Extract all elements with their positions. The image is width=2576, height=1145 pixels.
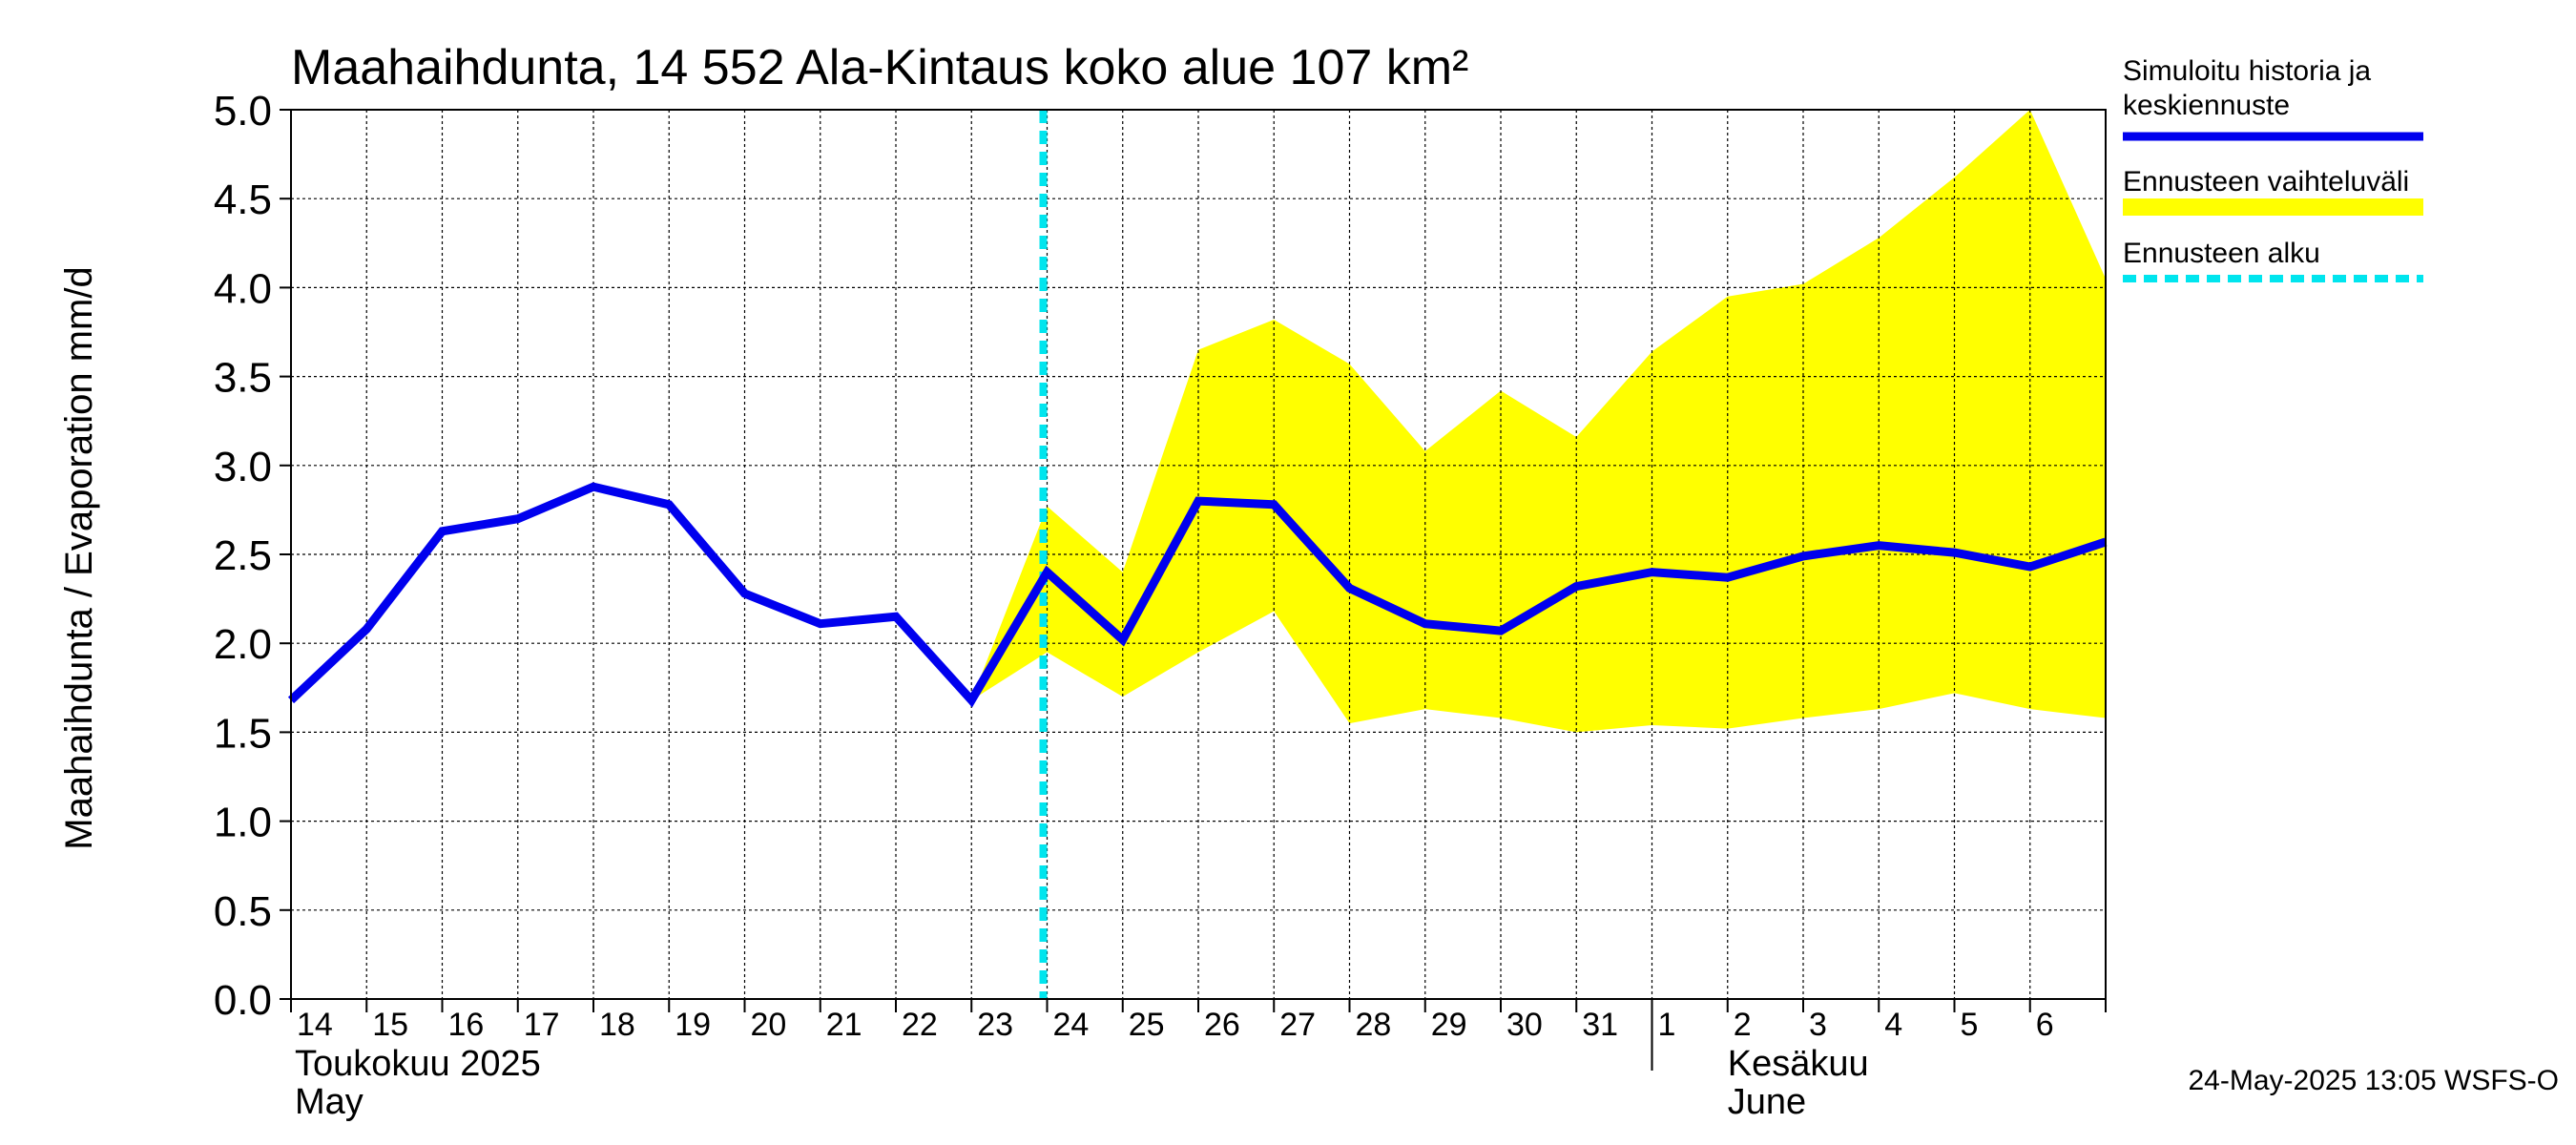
y-tick-label-5: 2.5 xyxy=(214,532,272,579)
legend-swatch-range xyxy=(2123,198,2423,216)
y-tick-labels: 0.0 0.5 1.0 1.5 2.0 2.5 3.0 3.5 4.0 4.5 5.0 xyxy=(214,88,272,1024)
x-tick-label-12: 26 xyxy=(1204,1007,1240,1043)
x-tick-label-13: 27 xyxy=(1279,1007,1316,1043)
x-tick-label-1: 15 xyxy=(372,1007,408,1043)
y-tick-label-8: 4.0 xyxy=(214,265,272,312)
y-tick-label-1: 0.5 xyxy=(214,888,272,935)
x-tick-label-2: 16 xyxy=(448,1007,485,1043)
x-tick-label-20: 3 xyxy=(1809,1007,1827,1043)
forecast-range-band xyxy=(971,110,2106,733)
x-tick-label-8: 22 xyxy=(902,1007,938,1043)
month-label-fi-may: Toukokuu 2025 xyxy=(295,1044,541,1084)
x-tick-label-15: 29 xyxy=(1431,1007,1467,1043)
axes xyxy=(280,109,2107,1071)
legend-label-range: Ennusteen vaihteluväli xyxy=(2123,166,2409,198)
x-tick-label-10: 24 xyxy=(1053,1007,1090,1043)
x-tick-label-21: 4 xyxy=(1884,1007,1902,1043)
x-tick-label-17: 31 xyxy=(1582,1007,1618,1043)
legend: Simuloitu historia ja keskiennuste Ennuste… xyxy=(2123,55,2423,282)
forecast-band-area xyxy=(971,110,2106,733)
month-label-en-may: May xyxy=(295,1082,364,1122)
month-label-en-june: June xyxy=(1728,1082,1806,1122)
x-tick-label-16: 30 xyxy=(1506,1007,1543,1043)
y-tick-label-9: 4.5 xyxy=(214,177,272,223)
y-tick-label-7: 3.5 xyxy=(214,355,272,402)
y-tick-label-2: 1.0 xyxy=(214,800,272,846)
legend-label-forecast-start: Ennusteen alku xyxy=(2123,238,2320,269)
month-label-fi-june: Kesäkuu xyxy=(1728,1044,1869,1084)
x-tick-label-4: 18 xyxy=(599,1007,635,1043)
y-tick-label-4: 2.0 xyxy=(214,621,272,668)
y-tick-label-10: 5.0 xyxy=(214,88,272,135)
x-tick-label-23: 6 xyxy=(2036,1007,2054,1043)
y-axis-label: Maahaihdunta / Evaporation mm/d xyxy=(58,266,100,849)
x-tick-label-19: 2 xyxy=(1734,1007,1752,1043)
y-tick-label-6: 3.0 xyxy=(214,444,272,490)
x-tick-labels: 14 15 16 17 18 19 20 21 22 23 24 25 26 27 28 29 30 31 1 2 3 4… xyxy=(297,1007,2054,1043)
x-tick-label-14: 28 xyxy=(1356,1007,1392,1043)
y-tick-label-0: 0.0 xyxy=(214,977,272,1024)
x-tick-label-18: 1 xyxy=(1658,1007,1676,1043)
x-tick-label-7: 21 xyxy=(826,1007,862,1043)
x-tick-label-11: 25 xyxy=(1129,1007,1165,1043)
x-tick-label-6: 20 xyxy=(751,1007,787,1043)
x-tick-label-9: 23 xyxy=(977,1007,1013,1043)
y-tick-label-3: 1.5 xyxy=(214,710,272,757)
chart-title: Maahaihdunta, 14 552 Ala-Kintaus koko al… xyxy=(291,40,1468,95)
x-tick-label-0: 14 xyxy=(297,1007,333,1043)
x-tick-label-22: 5 xyxy=(1961,1007,1979,1043)
x-tick-label-5: 19 xyxy=(675,1007,711,1043)
legend-label-simulated: Simuloitu historia ja keskiennuste xyxy=(2123,55,2371,121)
timestamp-label: 24-May-2025 13:05 WSFS-O xyxy=(2189,1065,2560,1096)
x-tick-label-3: 17 xyxy=(524,1007,560,1043)
